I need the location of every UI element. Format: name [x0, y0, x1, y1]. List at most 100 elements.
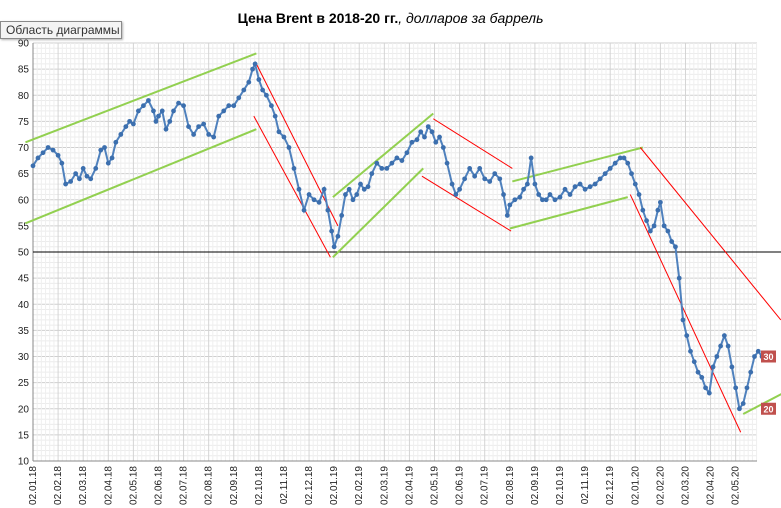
price-point — [457, 186, 463, 192]
price-point — [512, 197, 518, 203]
trend-line — [332, 167, 424, 258]
price-point — [93, 166, 99, 171]
x-tick-label: 02.07.18 — [179, 466, 190, 505]
price-point — [311, 197, 317, 203]
x-tick-label: 02.05.18 — [128, 466, 139, 505]
price-point — [374, 160, 380, 166]
price-point — [437, 134, 442, 140]
x-tick-label: 02.01.20 — [630, 466, 641, 505]
price-point — [684, 333, 690, 338]
price-point — [640, 207, 646, 213]
price-point — [241, 87, 247, 93]
price-point — [582, 186, 588, 192]
price-point — [536, 192, 542, 197]
price-point — [118, 132, 124, 137]
price-point — [449, 181, 455, 187]
price-point — [263, 92, 269, 98]
price-point — [167, 118, 173, 124]
price-point — [45, 145, 51, 150]
price-point — [462, 176, 468, 182]
price-point — [146, 98, 151, 103]
price-point — [301, 207, 307, 213]
level-markers: 30 20 — [761, 350, 776, 415]
price-point — [335, 233, 341, 239]
price-series — [30, 60, 769, 412]
price-point — [358, 181, 363, 187]
trend-line — [332, 112, 434, 198]
price-point — [88, 176, 94, 182]
x-tick-label: 02.01.18 — [28, 466, 39, 505]
price-point — [487, 179, 493, 184]
y-tick-label: 15 — [18, 430, 30, 441]
price-point — [433, 139, 439, 145]
price-point — [524, 181, 530, 187]
price-point — [159, 108, 165, 114]
price-point — [644, 218, 649, 224]
chart-title-italic: , долларов за баррель — [398, 10, 544, 26]
price-point — [721, 333, 727, 338]
price-point — [127, 118, 133, 124]
price-point — [221, 108, 227, 114]
price-point — [113, 139, 119, 145]
price-point — [467, 166, 473, 171]
price-point — [691, 359, 697, 365]
price-point — [136, 108, 141, 114]
price-point — [206, 132, 212, 137]
chart-area-tooltip: Область диаграммы — [0, 21, 122, 39]
x-tick-label: 02.06.19 — [455, 466, 466, 505]
trend-line — [253, 115, 331, 258]
y-tick-label: 20 — [18, 404, 30, 415]
price-point — [181, 103, 186, 109]
trend-line — [509, 196, 629, 230]
price-point — [196, 124, 202, 129]
price-point — [77, 176, 82, 182]
price-point — [141, 103, 146, 109]
price-point — [657, 199, 663, 205]
price-point — [540, 197, 545, 203]
price-point — [316, 199, 322, 205]
price-point — [286, 145, 292, 150]
price-point — [186, 124, 191, 129]
x-tick-label: 02.03.20 — [680, 466, 691, 505]
price-point — [440, 145, 446, 150]
price-point — [191, 132, 197, 137]
price-point — [201, 121, 207, 127]
y-tick-label: 25 — [18, 378, 30, 389]
price-point — [246, 79, 252, 85]
y-tick-label: 80 — [18, 91, 30, 102]
price-point — [422, 134, 427, 140]
price-point — [528, 155, 534, 161]
marker-box-30 — [761, 350, 776, 363]
price-point — [250, 66, 255, 72]
price-point — [680, 317, 686, 323]
price-point — [517, 194, 523, 200]
price-point — [68, 179, 74, 184]
price-point — [647, 228, 653, 234]
price-point — [557, 194, 563, 200]
price-point — [629, 171, 634, 177]
price-point — [211, 134, 217, 140]
price-point — [532, 181, 538, 187]
price-point — [688, 348, 693, 354]
x-tick-label: 02.05.20 — [731, 466, 742, 505]
price-point — [651, 223, 657, 229]
price-point — [269, 103, 274, 109]
price-point — [414, 137, 420, 143]
price-point — [429, 129, 435, 135]
price-point — [706, 390, 712, 396]
price-point — [744, 385, 750, 391]
price-point — [472, 173, 478, 179]
price-point — [384, 166, 390, 171]
price-point — [504, 213, 510, 218]
price-point — [102, 145, 107, 150]
price-point — [453, 192, 459, 197]
price-point — [291, 166, 297, 171]
price-point — [163, 126, 169, 132]
price-point — [109, 155, 115, 161]
y-tick-label: 65 — [18, 169, 30, 180]
price-point — [176, 100, 181, 106]
price-point — [156, 113, 161, 119]
price-point — [50, 147, 56, 153]
price-point — [482, 176, 488, 182]
